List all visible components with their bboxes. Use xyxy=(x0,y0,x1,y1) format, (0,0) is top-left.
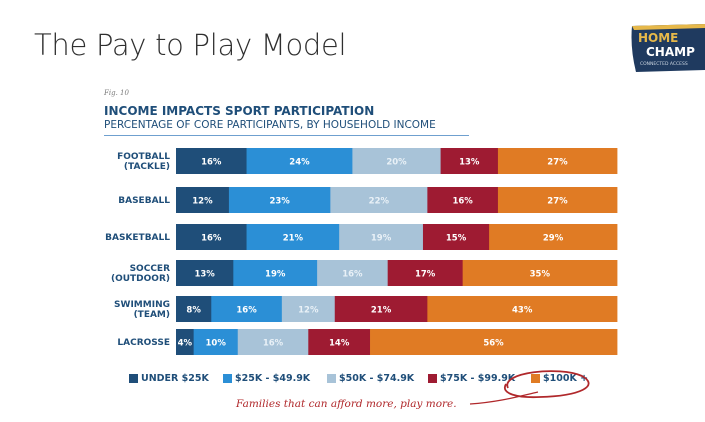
legend-item: $100K + xyxy=(531,373,588,384)
legend-item: $25K - $49.9K xyxy=(223,373,310,384)
bar-value-label: 56% xyxy=(483,339,504,349)
chart-subtitle: PERCENTAGE OF CORE PARTICIPANTS, BY HOUS… xyxy=(104,119,436,131)
bar-value-label: 16% xyxy=(452,197,473,207)
bar-value-label: 16% xyxy=(263,339,284,349)
bar-value-label: 35% xyxy=(530,270,551,280)
bar-value-label: 21% xyxy=(371,306,392,316)
bar-segment xyxy=(176,224,247,250)
bar-value-label: 22% xyxy=(369,197,390,207)
bar-value-label: 12% xyxy=(298,306,319,316)
bar-segment xyxy=(308,329,371,355)
legend-swatch xyxy=(327,374,336,383)
bar-value-label: 43% xyxy=(512,306,533,316)
category-label: FOOTBALL (TACKLE) xyxy=(117,152,170,172)
bar-value-label: 16% xyxy=(342,270,363,280)
bar-segment xyxy=(427,187,499,213)
bar-segment xyxy=(497,148,618,174)
bar-segment xyxy=(176,187,230,213)
bar-segment xyxy=(489,224,618,250)
category-label: BASKETBALL xyxy=(105,233,170,243)
legend-item: $75K - $99.9K xyxy=(428,373,515,384)
bar-segment xyxy=(233,260,318,286)
bar-value-label: 4% xyxy=(178,339,193,349)
bar-value-label: 27% xyxy=(547,197,568,207)
annotation-text: Families that can afford more, play more… xyxy=(236,398,457,410)
legend-swatch xyxy=(428,374,437,383)
legend-label: $100K + xyxy=(543,373,589,384)
legend-label: $50K - $74.9K xyxy=(339,373,415,384)
bar-value-label: 12% xyxy=(192,197,213,207)
bar-segment xyxy=(281,296,336,322)
bar-segment xyxy=(246,224,340,250)
bar-value-label: 23% xyxy=(269,197,290,207)
bar-value-label: 8% xyxy=(186,306,201,316)
legend-swatch xyxy=(223,374,232,383)
home-champ-logo: HOME CHAMP CONNECTED ACCESS xyxy=(631,24,705,72)
category-label: LACROSSE xyxy=(117,338,170,348)
legend-swatch xyxy=(531,374,540,383)
bar-segment xyxy=(427,296,618,322)
bar-value-label: 27% xyxy=(547,158,568,168)
subtitle-divider xyxy=(104,135,469,136)
bar-value-label: 21% xyxy=(283,234,304,244)
bar-value-label: 14% xyxy=(329,339,350,349)
bar-value-label: 10% xyxy=(206,339,227,349)
bar-segment xyxy=(228,187,331,213)
bar-segment xyxy=(370,329,618,355)
bar-value-label: 13% xyxy=(194,270,215,280)
legend-label: $25K - $49.9K xyxy=(235,373,311,384)
bar-segment xyxy=(440,148,499,174)
bar-segment xyxy=(193,329,239,355)
bar-segment xyxy=(352,148,441,174)
legend-item: $50K - $74.9K xyxy=(327,373,414,384)
category-label: BASEBALL xyxy=(118,196,170,206)
bar-segment xyxy=(176,296,212,322)
bar-segment xyxy=(462,260,618,286)
logo-tagline: CONNECTED ACCESS xyxy=(640,61,688,67)
bar-segment xyxy=(176,148,247,174)
bar-segment xyxy=(497,187,618,213)
bar-segment xyxy=(246,148,353,174)
legend-label: $75K - $99.9K xyxy=(440,373,516,384)
bar-value-label: 15% xyxy=(446,234,467,244)
logo-line1: HOME xyxy=(638,31,678,45)
bar-value-label: 20% xyxy=(386,158,407,168)
chart-legend: UNDER $25K $25K - $49.9K $50K - $74.9K $75K… xyxy=(0,373,705,389)
chart-title: INCOME IMPACTS SPORT PARTICIPATION xyxy=(104,104,375,118)
bar-segment xyxy=(176,329,195,355)
bar-segment xyxy=(422,224,490,250)
slide-title: The Pay to Play Model xyxy=(34,28,347,62)
bar-value-label: 19% xyxy=(265,270,286,280)
bar-segment xyxy=(237,329,309,355)
category-label: SWIMMING (TEAM) xyxy=(114,300,170,320)
bar-value-label: 17% xyxy=(415,270,436,280)
bar-segment xyxy=(176,260,234,286)
bar-segment xyxy=(317,260,389,286)
logo-line2: CHAMP xyxy=(646,45,695,59)
bar-value-label: 29% xyxy=(543,234,564,244)
category-label: SOCCER (OUTDOOR) xyxy=(111,264,170,284)
bar-value-label: 16% xyxy=(201,234,222,244)
bar-segment xyxy=(330,187,428,213)
legend-label: UNDER $25K xyxy=(141,373,209,384)
legend-item: UNDER $25K xyxy=(129,373,209,384)
bar-value-label: 16% xyxy=(201,158,222,168)
bar-value-label: 24% xyxy=(289,158,310,168)
bar-segment xyxy=(387,260,464,286)
legend-swatch xyxy=(129,374,138,383)
figure-label: Fig. 10 xyxy=(104,89,129,97)
bar-segment xyxy=(334,296,428,322)
bar-value-label: 19% xyxy=(371,234,392,244)
bar-segment xyxy=(211,296,283,322)
bar-value-label: 13% xyxy=(459,158,480,168)
bar-segment xyxy=(339,224,424,250)
bar-value-label: 16% xyxy=(236,306,257,316)
